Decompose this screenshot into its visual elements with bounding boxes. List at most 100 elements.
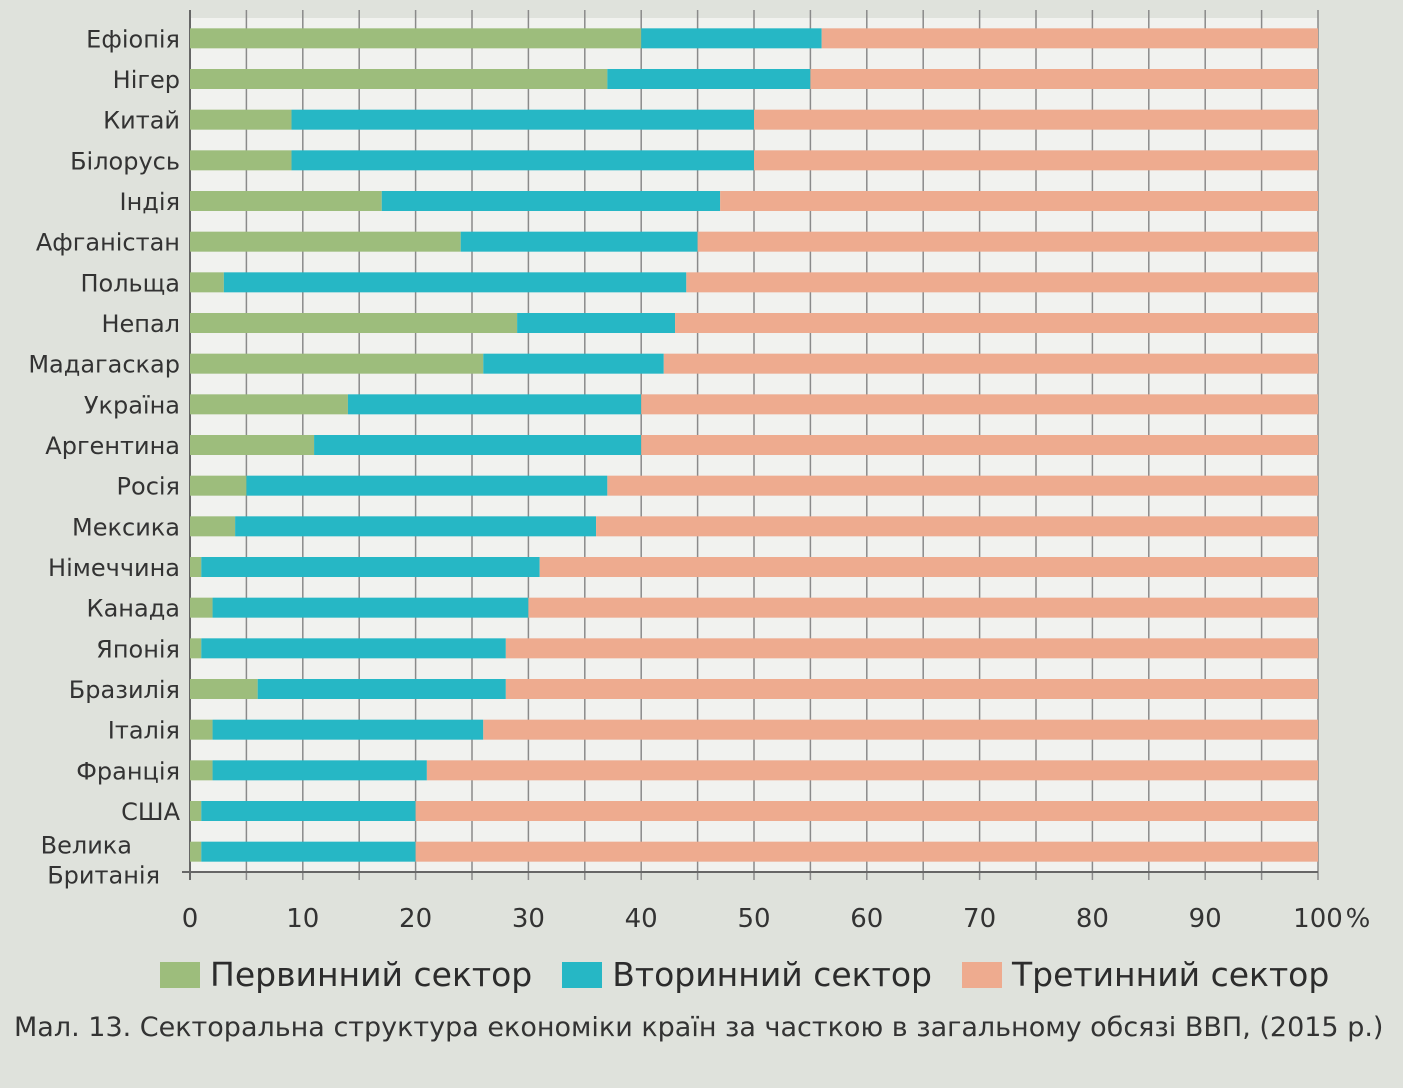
category-label: Індія bbox=[120, 188, 180, 216]
bar-segment-primary bbox=[190, 109, 292, 130]
bar-segment-tertiary bbox=[754, 150, 1318, 171]
bar-segment-tertiary bbox=[505, 638, 1319, 659]
bar-segment-secondary bbox=[314, 435, 642, 455]
bar-segment-primary bbox=[190, 516, 236, 537]
bar-segment-primary bbox=[190, 597, 213, 618]
category-label: Росія bbox=[117, 473, 180, 501]
bar-segment-secondary bbox=[483, 353, 664, 374]
bar-segment-tertiary bbox=[641, 394, 1318, 415]
category-label: Україна bbox=[84, 391, 180, 419]
legend-label-primary: Первинний сектор bbox=[210, 955, 533, 994]
bar-segment-secondary bbox=[246, 475, 608, 496]
legend: Первинний сектор Вторинний сектор Третин… bbox=[160, 955, 1329, 994]
x-tick-label: 40 bbox=[625, 904, 658, 934]
legend-item-primary: Первинний сектор bbox=[160, 955, 532, 994]
figure-caption: Мал. 13. Секторальна структура економіки… bbox=[14, 1012, 1384, 1043]
bar-segment-tertiary bbox=[539, 557, 1318, 577]
category-label: Китай bbox=[103, 107, 180, 135]
bar-segment-tertiary bbox=[697, 231, 1318, 252]
bar-segment-primary bbox=[190, 69, 608, 89]
bar-segment-primary bbox=[190, 191, 382, 211]
category-label: Канада bbox=[87, 595, 180, 623]
bar-segment-primary bbox=[190, 28, 642, 49]
bar-segment-primary bbox=[190, 841, 202, 862]
category-label: Польща bbox=[80, 269, 180, 297]
bar-segment-tertiary bbox=[483, 719, 1318, 740]
category-label: Нігер bbox=[113, 66, 180, 94]
bar-segment-secondary bbox=[641, 28, 822, 49]
bar-segment-secondary bbox=[212, 597, 529, 618]
x-tick-label: 10 bbox=[286, 904, 319, 934]
category-label: Білорусь bbox=[70, 147, 180, 175]
bar-segment-secondary bbox=[212, 760, 427, 781]
bar-segment-secondary bbox=[291, 150, 754, 171]
x-unit-label: % bbox=[1346, 904, 1371, 934]
legend-item-secondary: Вторинний сектор bbox=[562, 955, 932, 994]
x-tick-label: 90 bbox=[1189, 904, 1222, 934]
bar-segment-primary bbox=[190, 150, 292, 171]
bar-segment-tertiary bbox=[415, 841, 1319, 862]
bar-segment-secondary bbox=[460, 231, 698, 252]
bar-segment-primary bbox=[190, 638, 202, 659]
bar-segment-primary bbox=[190, 760, 213, 781]
bar-segment-secondary bbox=[201, 557, 540, 577]
legend-label-tertiary: Третинний сектор bbox=[1011, 955, 1330, 994]
category-label: Непал bbox=[101, 310, 180, 338]
category-label: Ефіопія bbox=[86, 25, 180, 53]
bar-segment-tertiary bbox=[686, 272, 1318, 293]
bar-segment-tertiary bbox=[821, 28, 1318, 49]
bar-segment-primary bbox=[190, 557, 202, 577]
category-label: Велика bbox=[41, 832, 132, 860]
bar-segment-secondary bbox=[235, 516, 597, 537]
bar-segment-primary bbox=[190, 272, 224, 293]
bar-segment-tertiary bbox=[663, 353, 1318, 374]
bar-segment-primary bbox=[190, 231, 461, 252]
bar-segment-tertiary bbox=[415, 801, 1319, 821]
bar-segment-primary bbox=[190, 679, 258, 699]
legend-swatch-secondary bbox=[562, 961, 603, 988]
category-label: Британія bbox=[47, 862, 160, 890]
bar-segment-tertiary bbox=[528, 597, 1318, 618]
bar-segment-primary bbox=[190, 475, 247, 496]
x-tick-label: 80 bbox=[1076, 904, 1109, 934]
bar-segment-primary bbox=[190, 801, 202, 821]
bar-segment-primary bbox=[190, 394, 348, 415]
bar-segment-tertiary bbox=[720, 191, 1318, 211]
bar-segment-tertiary bbox=[754, 109, 1318, 130]
category-label: Італія bbox=[108, 717, 180, 745]
bar-segment-tertiary bbox=[426, 760, 1318, 781]
category-label: Японія bbox=[96, 635, 180, 663]
x-tick-label: 60 bbox=[850, 904, 883, 934]
legend-label-secondary: Вторинний сектор bbox=[612, 955, 932, 994]
bar-segment-secondary bbox=[517, 313, 676, 333]
x-tick-label: 70 bbox=[963, 904, 996, 934]
bar-segment-tertiary bbox=[675, 313, 1318, 333]
bar-segment-tertiary bbox=[505, 679, 1319, 699]
bar-segment-tertiary bbox=[641, 435, 1318, 455]
category-label: Мадагаскар bbox=[28, 351, 180, 379]
x-tick-label: 100 bbox=[1293, 904, 1343, 934]
bar-segment-secondary bbox=[212, 719, 484, 740]
legend-swatch-tertiary bbox=[961, 961, 1002, 988]
category-label: Бразилія bbox=[69, 676, 180, 704]
legend-swatch-primary bbox=[160, 961, 200, 988]
stacked-bar-chart: Ефіопія Нігер Китай Білорусь Індія Афганістан… bbox=[28, 10, 1371, 934]
category-label: США bbox=[121, 798, 180, 826]
bar-segment-secondary bbox=[201, 841, 416, 862]
bar-segment-tertiary bbox=[596, 516, 1318, 537]
legend-item-tertiary: Третинний сектор bbox=[961, 955, 1330, 994]
bar-segment-secondary bbox=[201, 638, 506, 659]
bar-segment-primary bbox=[190, 435, 315, 455]
bar-segment-tertiary bbox=[810, 69, 1318, 89]
bar-segment-secondary bbox=[257, 679, 506, 699]
category-label: Мексика bbox=[72, 513, 180, 541]
category-label: Німеччина bbox=[48, 554, 180, 582]
bar-segment-secondary bbox=[223, 272, 687, 293]
category-label: Аргентина bbox=[45, 432, 180, 460]
bar-segment-secondary bbox=[381, 191, 721, 211]
bar-segment-primary bbox=[190, 313, 518, 333]
x-tick-label: 50 bbox=[737, 904, 770, 934]
category-label: Афганістан bbox=[36, 229, 180, 257]
bar-segment-tertiary bbox=[607, 475, 1318, 496]
bar-segment-secondary bbox=[291, 109, 754, 130]
